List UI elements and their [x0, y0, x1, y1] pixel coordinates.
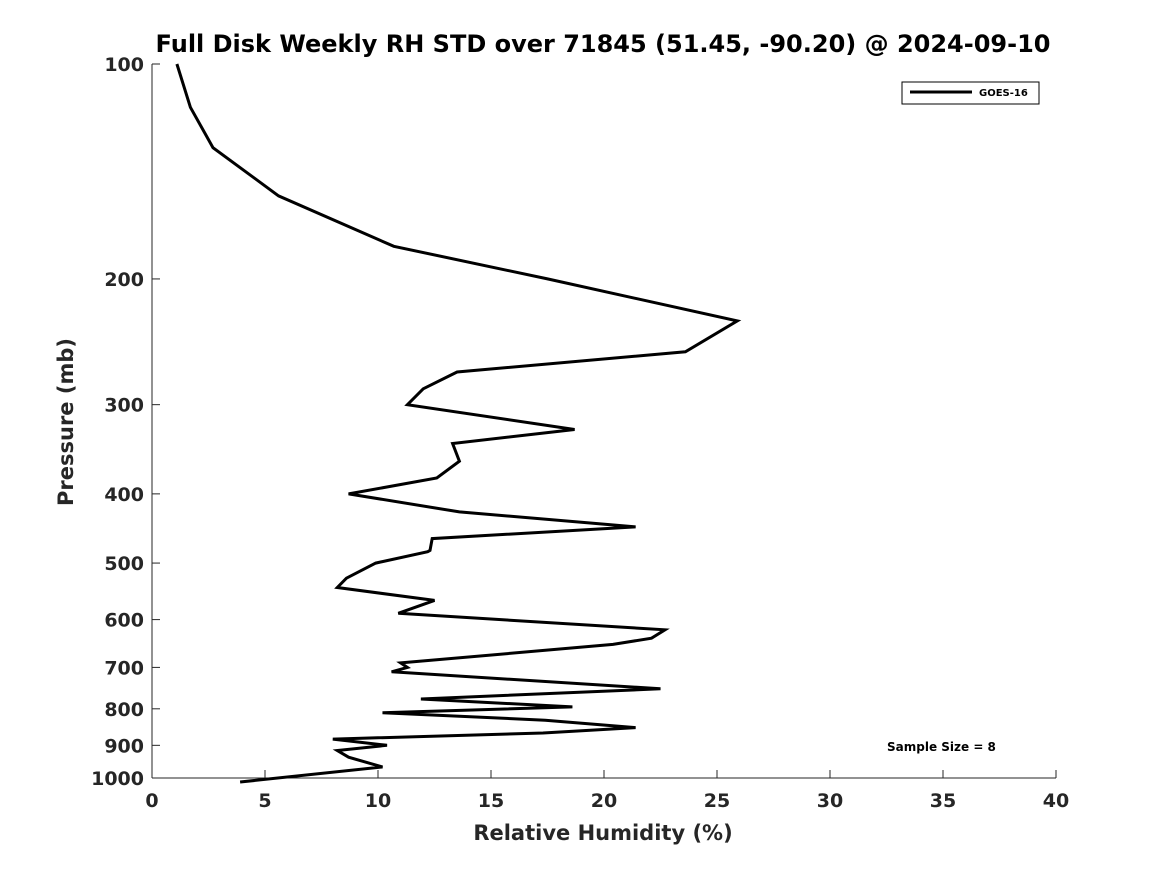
y-tick-label: 700: [104, 657, 144, 679]
x-tick-label: 25: [704, 790, 730, 812]
y-tick-label: 500: [104, 553, 144, 575]
y-tick-label: 200: [104, 269, 144, 291]
plot-area: [175, 63, 742, 784]
y-axis: 100 200 300 400 500 600 700 800 900 1000: [91, 54, 160, 790]
y-axis-label: Pressure (mb): [54, 338, 78, 506]
series-line-goes-16: [175, 63, 742, 784]
x-axis-label: Relative Humidity (%): [473, 821, 732, 845]
y-tick-label: 600: [104, 610, 144, 632]
y-tick-label: 100: [104, 54, 144, 76]
y-tick-label: 300: [104, 395, 144, 417]
legend-label-goes-16: GOES-16: [979, 88, 1028, 99]
y-tick-label: 400: [104, 484, 144, 506]
sample-size-annotation: Sample Size = 8: [887, 740, 996, 754]
chart-title: Full Disk Weekly RH STD over 71845 (51.4…: [156, 30, 1051, 58]
y-tick-label: 1000: [91, 768, 144, 790]
x-tick-label: 30: [817, 790, 843, 812]
legend: GOES-16: [901, 81, 1040, 105]
x-tick-label: 0: [145, 790, 158, 812]
y-tick-label: 800: [104, 699, 144, 721]
x-tick-label: 5: [258, 790, 271, 812]
x-tick-label: 10: [365, 790, 391, 812]
y-tick-label: 900: [104, 735, 144, 757]
x-axis: 0 5 10 15 20 25 30 35 40: [145, 770, 1069, 812]
x-tick-label: 15: [478, 790, 504, 812]
x-tick-label: 20: [591, 790, 617, 812]
x-tick-label: 40: [1043, 790, 1069, 812]
x-tick-label: 35: [930, 790, 956, 812]
